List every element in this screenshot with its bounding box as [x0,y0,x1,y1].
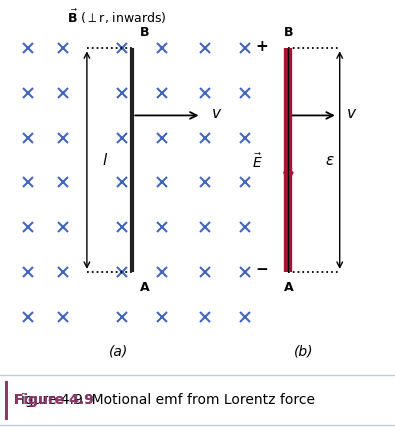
Text: Figure 4.9  Motional emf from Lorentz force: Figure 4.9 Motional emf from Lorentz for… [14,393,315,407]
Text: $\it{v}$: $\it{v}$ [346,106,357,121]
Text: $\vec{\mathbf{B}}$ ($\perp$r, inwards): $\vec{\mathbf{B}}$ ($\perp$r, inwards) [67,8,166,26]
Text: (b): (b) [294,345,314,359]
Text: $\it{l}$: $\it{l}$ [102,152,108,168]
Text: A: A [284,281,293,294]
Text: Figure 4.9: Figure 4.9 [14,393,94,407]
Text: $\vec{E}$: $\vec{E}$ [252,153,263,171]
Text: (a): (a) [109,345,128,359]
Text: A: A [140,281,150,294]
Text: $\it{v}$: $\it{v}$ [211,106,222,121]
Text: +: + [256,39,269,54]
Text: B: B [284,26,293,39]
Bar [5,381,8,419]
Text: B: B [140,26,150,39]
Text: Figure 4.9: Figure 4.9 [14,393,94,407]
Text: $\varepsilon$: $\varepsilon$ [325,153,335,168]
Text: −: − [256,262,269,277]
